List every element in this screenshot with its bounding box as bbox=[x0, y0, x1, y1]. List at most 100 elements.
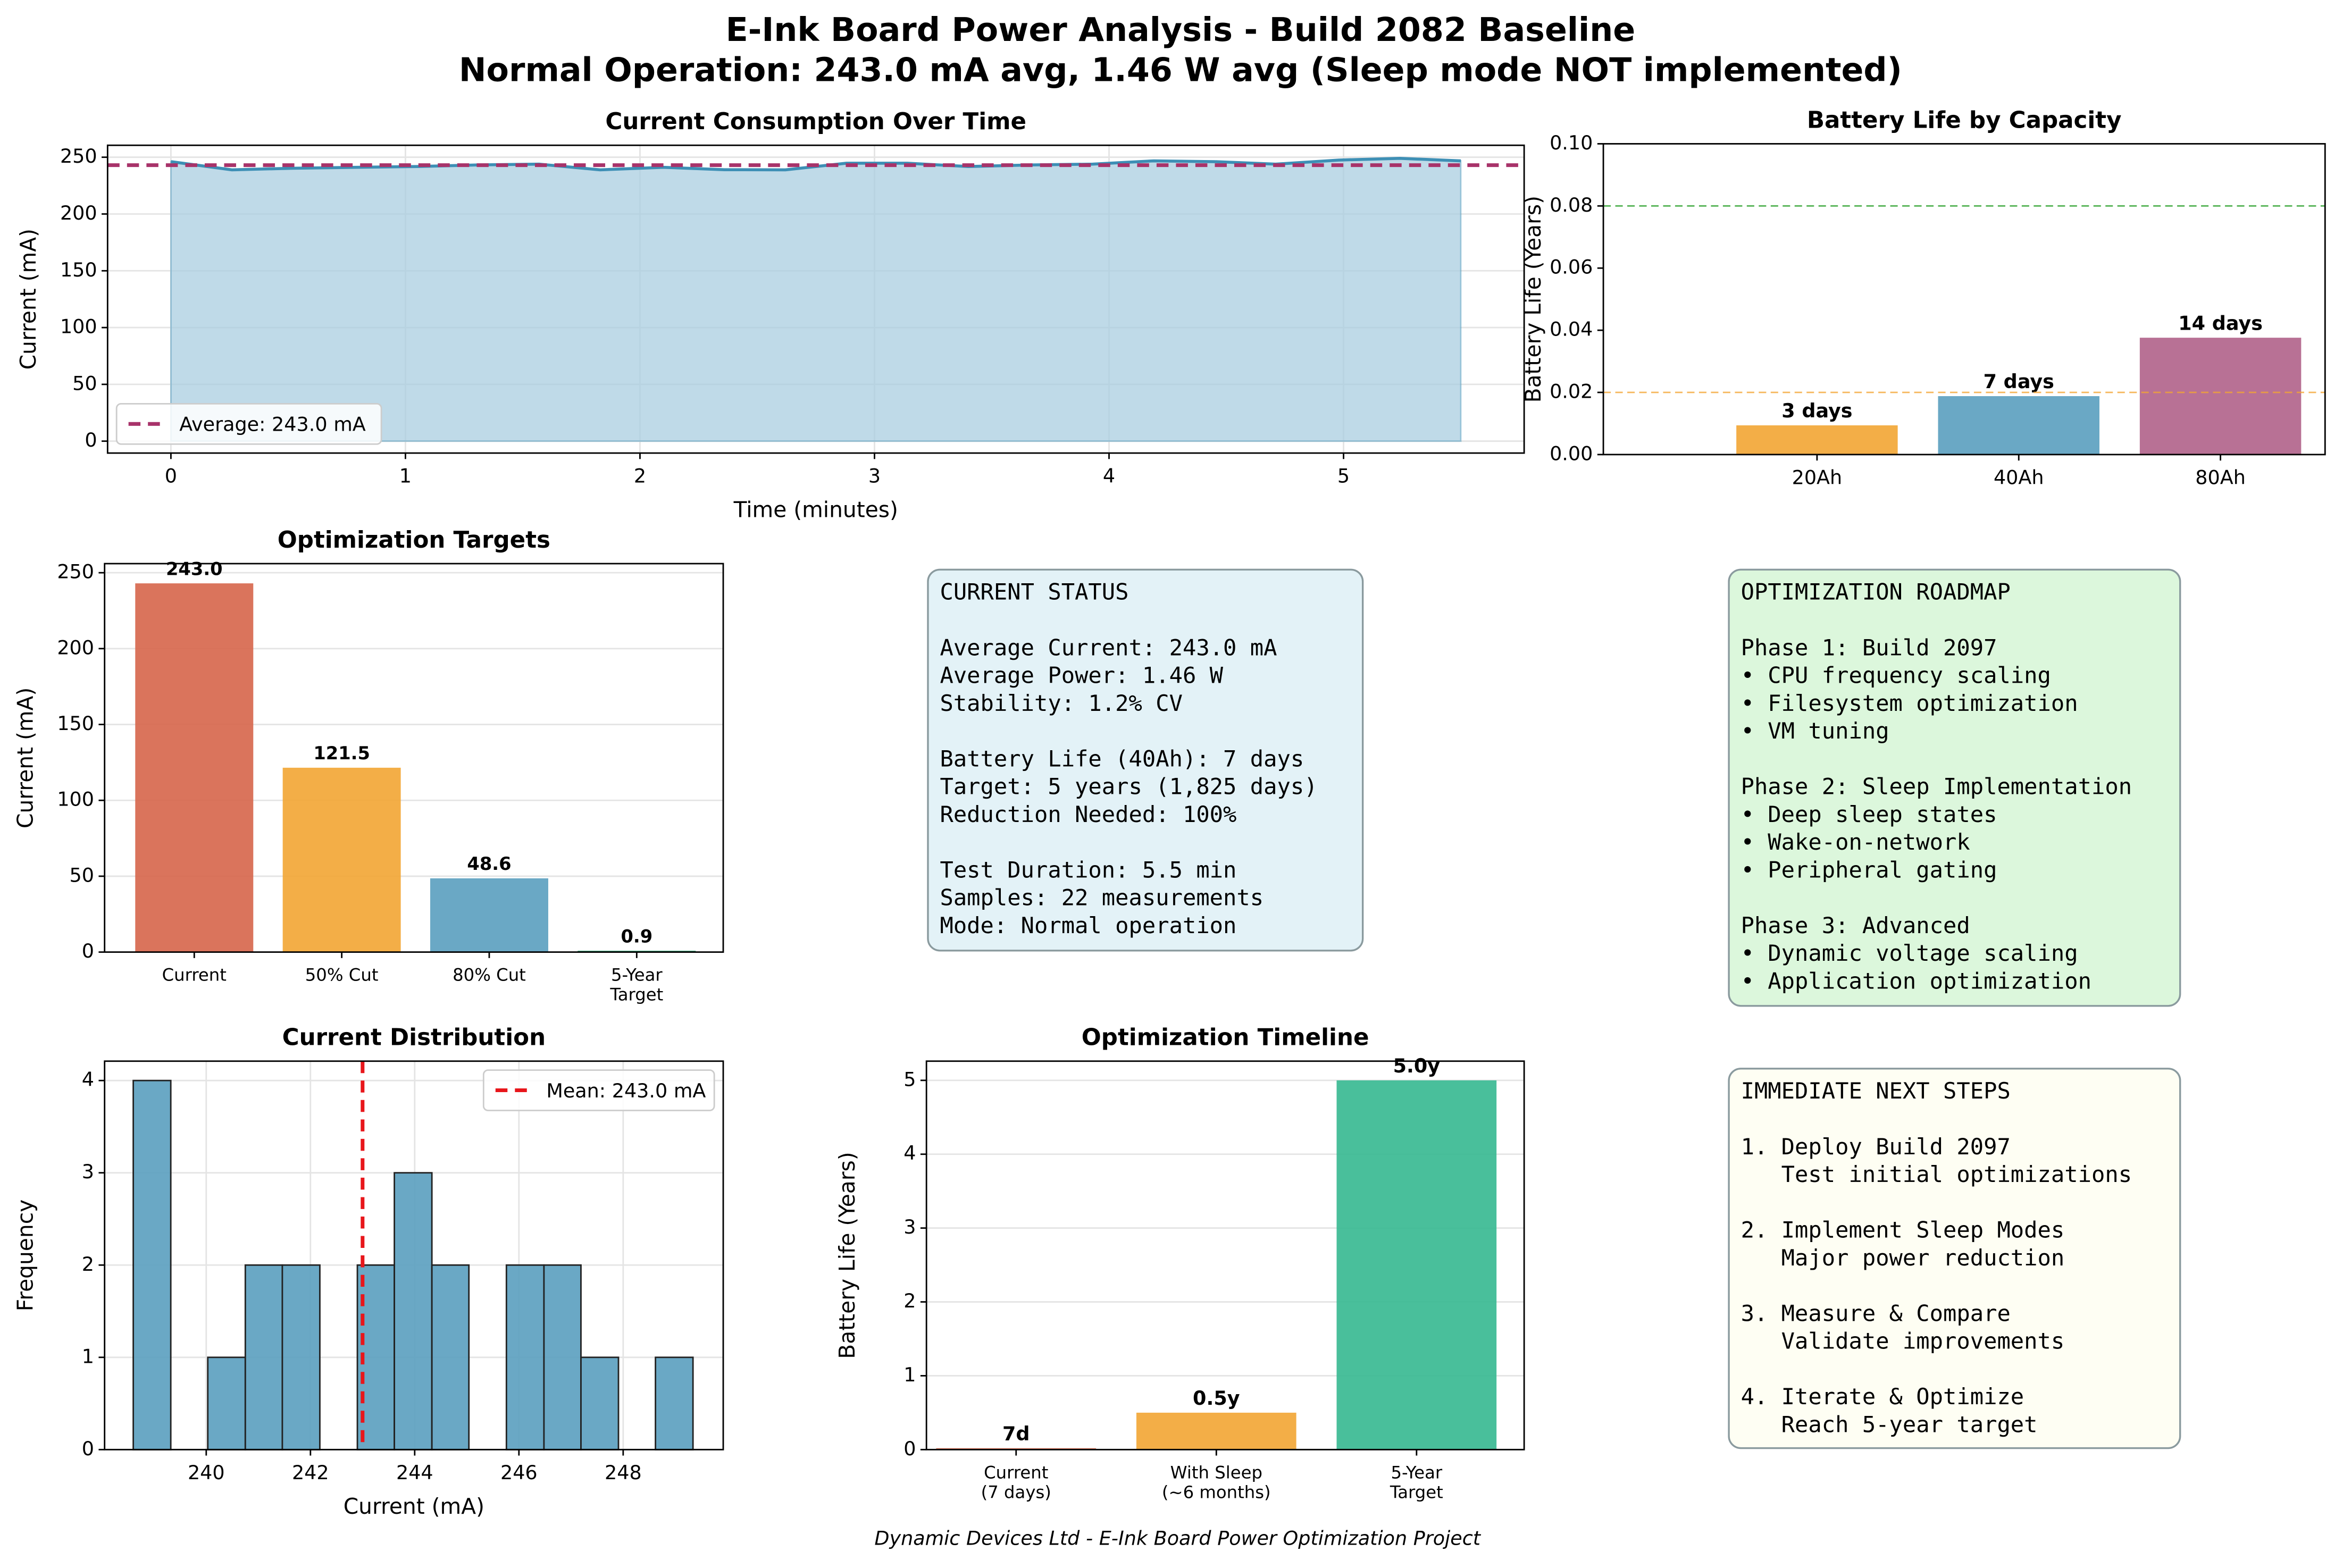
plot-frame bbox=[1602, 143, 2326, 456]
subplot-title: Current Consumption Over Time bbox=[605, 108, 1026, 135]
y-tick-label: 50 bbox=[72, 372, 97, 395]
value-label: 5.0y bbox=[1393, 1054, 1441, 1077]
panel-line: Phase 3: Advanced bbox=[1741, 912, 1970, 938]
bar bbox=[430, 878, 548, 952]
panel-line: Mode: Normal operation bbox=[940, 912, 1236, 938]
y-tick-label: 50 bbox=[70, 863, 94, 886]
panel-line: 1. Deploy Build 2097 bbox=[1741, 1134, 2011, 1160]
panel-line: • CPU frequency scaling bbox=[1741, 663, 2051, 689]
y-axis-label: Battery Life (Years) bbox=[1520, 196, 1546, 403]
text-line: 5-Year bbox=[1391, 1462, 1442, 1482]
y-tick-label: 200 bbox=[57, 636, 94, 659]
x-tick-label: 20Ah bbox=[1792, 466, 1843, 489]
panel-line: Test Duration: 5.5 min bbox=[940, 857, 1236, 883]
bar bbox=[1938, 396, 2099, 455]
subplot-title: Battery Life by Capacity bbox=[1807, 107, 2122, 133]
subplot: 0 1 2 3 4 240 242 244 246 248 Mean: 243.0 mA Curren… bbox=[13, 1025, 724, 1519]
x-tick-label: 40Ah bbox=[1994, 466, 2044, 489]
y-tick-label: 3 bbox=[82, 1160, 94, 1183]
histogram-bar bbox=[132, 1079, 172, 1450]
value-label: 7d bbox=[1002, 1422, 1030, 1445]
plot-frame bbox=[104, 563, 724, 953]
y-tick-label: 0.08 bbox=[1550, 194, 1593, 216]
text-line: With Sleep bbox=[1170, 1462, 1262, 1482]
y-tick-label: 1 bbox=[82, 1345, 94, 1368]
x-tick-label: 242 bbox=[292, 1461, 329, 1484]
y-tick-label: 5 bbox=[903, 1068, 916, 1091]
subplot: 0.00 0.02 0.04 0.06 0.08 0.10 20Ah 40Ah 80Ah 3 da… bbox=[1520, 107, 2326, 489]
y-tick-label: 150 bbox=[60, 258, 97, 281]
info-panel: CURRENT STATUS Average Current: 243.0 mA A… bbox=[927, 568, 1364, 952]
x-tick-label: 80% Cut bbox=[453, 965, 526, 985]
histogram-bar bbox=[281, 1264, 321, 1450]
info-panel: OPTIMIZATION ROADMAP Phase 1: Build 2097 •… bbox=[1728, 568, 2181, 1007]
panel-line: Target: 5 years (1,825 days) bbox=[940, 774, 1317, 800]
y-axis-label: Battery Life (Years) bbox=[834, 1152, 860, 1359]
panel-title: IMMEDIATE NEXT STEPS bbox=[1741, 1078, 2011, 1104]
y-tick-label: 0.04 bbox=[1550, 318, 1593, 341]
main-subtitle: Normal Operation: 243.0 mA avg, 1.46 W a… bbox=[459, 51, 1902, 89]
subplot: 0 50 100 150 200 250 0 1 2 3 4 5 Average: 243.0 mA Cu… bbox=[15, 108, 1525, 523]
value-label: 121.5 bbox=[313, 743, 370, 764]
histogram-bar bbox=[394, 1172, 433, 1450]
y-tick-label: 4 bbox=[82, 1068, 94, 1091]
x-tick-label: 1 bbox=[399, 465, 412, 488]
panel-line: • Peripheral gating bbox=[1741, 857, 1997, 883]
subplot: 0 50 100 150 200 250 Current 50% Cut 80% Cut 5-Ye… bbox=[13, 527, 724, 1005]
text-line: Current bbox=[984, 1462, 1048, 1482]
plot-frame bbox=[104, 1060, 724, 1450]
panel-line: 4. Iterate & Optimize bbox=[1741, 1383, 2024, 1410]
panel-line: Reach 5-year target bbox=[1741, 1411, 2038, 1437]
y-tick-label: 1 bbox=[903, 1363, 916, 1386]
value-label: 3 days bbox=[1781, 399, 1852, 422]
x-tick-label: 0 bbox=[165, 465, 177, 488]
legend-label: Mean: 243.0 mA bbox=[546, 1079, 706, 1102]
panel-line: Average Current: 243.0 mA bbox=[940, 634, 1277, 660]
panel-line: Stability: 1.2% CV bbox=[940, 690, 1183, 716]
plot-frame bbox=[106, 144, 1525, 454]
legend-box bbox=[482, 1069, 715, 1111]
panel-line: • Application optimization bbox=[1741, 968, 2091, 994]
info-panel: IMMEDIATE NEXT STEPS 1. Deploy Build 2097… bbox=[1728, 1068, 2181, 1449]
x-tick-label: Current (7 days) bbox=[981, 1462, 1051, 1502]
panel-title: CURRENT STATUS bbox=[940, 579, 1128, 605]
x-tick-label: 5 bbox=[1337, 465, 1350, 488]
subplot: 0 1 2 3 4 5 Current (7 days) With Sleep (~6 month… bbox=[834, 1025, 1525, 1502]
y-axis-label: Current (mA) bbox=[15, 229, 41, 370]
text-line: 5-Year bbox=[611, 965, 663, 985]
text-line: Target bbox=[1390, 1482, 1443, 1502]
panel-line: 3. Measure & Compare bbox=[1741, 1300, 2011, 1326]
text-line: (~6 months) bbox=[1162, 1482, 1271, 1502]
panel-box bbox=[927, 568, 1364, 952]
bar bbox=[1736, 425, 1898, 455]
y-tick-label: 0 bbox=[85, 429, 97, 451]
panel-line: Samples: 22 measurements bbox=[940, 885, 1263, 911]
panel-box bbox=[1728, 568, 2181, 1007]
y-tick-label: 0 bbox=[903, 1437, 916, 1460]
panel-line: Average Power: 1.46 W bbox=[940, 663, 1223, 689]
y-tick-label: 250 bbox=[60, 145, 97, 167]
area-fill bbox=[170, 157, 1462, 442]
value-label: 7 days bbox=[1984, 370, 2054, 393]
x-tick-label: 2 bbox=[634, 465, 646, 488]
value-label: 48.6 bbox=[467, 853, 511, 874]
panel-line: Battery Life (40Ah): 7 days bbox=[940, 745, 1304, 772]
x-tick-label: 50% Cut bbox=[305, 965, 379, 985]
x-tick-label: 240 bbox=[188, 1461, 225, 1484]
panel-line: Major power reduction bbox=[1741, 1245, 2065, 1271]
x-tick-label: 5-Year Target bbox=[1390, 1462, 1443, 1502]
y-tick-label: 0 bbox=[82, 1437, 94, 1460]
x-tick-label: 248 bbox=[605, 1461, 642, 1484]
y-tick-label: 150 bbox=[57, 712, 94, 735]
subplot-title: Current Distribution bbox=[282, 1025, 546, 1051]
legend-box bbox=[115, 403, 382, 445]
panel-line: Reduction Needed: 100% bbox=[940, 801, 1236, 827]
bar bbox=[2139, 338, 2302, 455]
bar bbox=[135, 583, 254, 952]
panel-line: • Wake-on-network bbox=[1741, 829, 1970, 855]
plot-frame bbox=[925, 1060, 1525, 1450]
x-tick-label: With Sleep (~6 months) bbox=[1162, 1462, 1271, 1502]
value-label: 0.5y bbox=[1193, 1387, 1240, 1410]
bar bbox=[282, 767, 401, 952]
y-tick-label: 3 bbox=[903, 1215, 916, 1238]
